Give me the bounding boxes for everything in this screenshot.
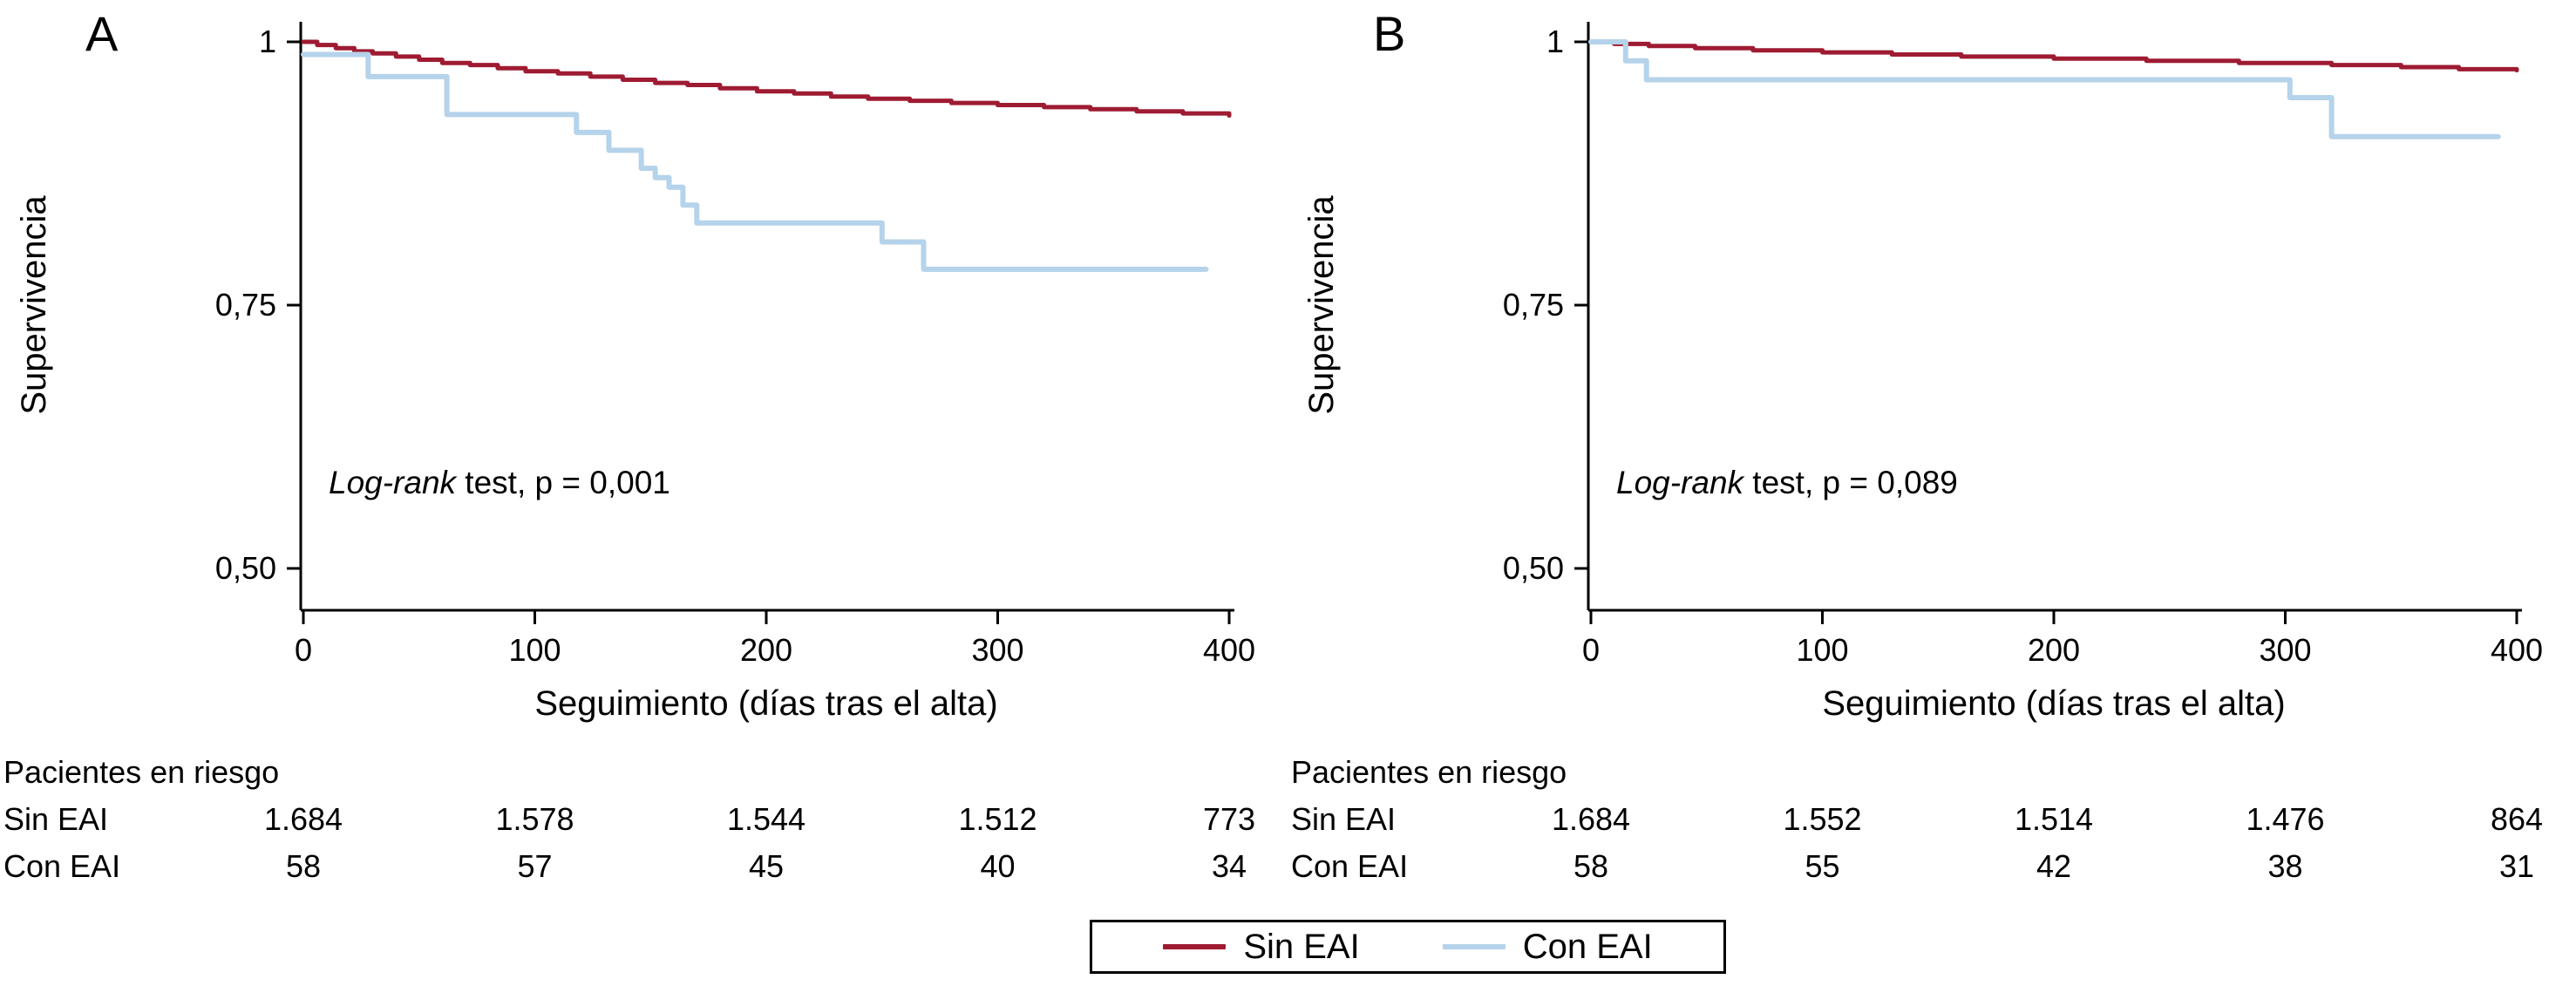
- risk-value: 1.552: [1783, 801, 1861, 837]
- x-tick-label: 100: [1796, 632, 1848, 668]
- risk-value: 1.684: [1552, 801, 1630, 837]
- risk-row-label-sin-eai: Sin EAI: [3, 801, 108, 837]
- survival-curve-sin-eai: [301, 39, 1232, 119]
- survival-curve-con-eai: [1588, 39, 2501, 139]
- risk-value: 864: [2491, 801, 2543, 837]
- x-axis-title: Seguimiento (días tras el alta): [534, 684, 997, 723]
- panel-a-chart: 1 0,75 0,50 0 100 200 300 400 Seguimiento (días …: [3, 6, 1255, 884]
- risk-value: 31: [2499, 848, 2534, 884]
- log-rank-annotation: Log-rank test, p = 0,089: [1616, 465, 1958, 500]
- y-tick-label: 1: [259, 24, 276, 59]
- panels-row: 1 0,75 0,50 0 100 200 300 400 Seguimiento (días …: [3, 6, 2543, 884]
- x-tick-label: 100: [508, 632, 561, 668]
- risk-value: 1.512: [958, 801, 1037, 837]
- survival-curve-sin-eai: [1588, 39, 2519, 73]
- legend-label-con-eai: Con EAI: [1522, 928, 1653, 966]
- y-tick-label: 0,50: [215, 550, 276, 586]
- risk-value: 42: [2036, 848, 2071, 884]
- legend-item-sin-eai: Sin EAI: [1163, 928, 1360, 966]
- x-tick-label: 400: [1203, 632, 1255, 668]
- risk-value: 1.514: [2015, 801, 2093, 837]
- x-tick-label: 300: [2259, 632, 2311, 668]
- risk-table-title: Pacientes en riesgo: [1291, 754, 1567, 790]
- risk-value: 45: [749, 848, 784, 884]
- panel-label: A: [85, 6, 119, 61]
- risk-value: 1.476: [2246, 801, 2324, 837]
- sin-eai-line-icon: [1163, 944, 1227, 949]
- y-axis-title: Supervivencia: [1302, 195, 1341, 415]
- x-tick-label: 0: [1582, 632, 1600, 668]
- risk-value: 1.578: [495, 801, 574, 837]
- risk-row-label-con-eai: Con EAI: [1291, 848, 1408, 884]
- risk-value: 40: [980, 848, 1015, 884]
- y-tick-label: 0,50: [1503, 550, 1564, 586]
- x-tick-label: 0: [295, 632, 312, 668]
- risk-value: 1.544: [727, 801, 805, 837]
- legend-label-sin-eai: Sin EAI: [1243, 928, 1360, 966]
- log-rank-annotation: Log-rank test, p = 0,001: [329, 465, 670, 500]
- panel-label: B: [1373, 6, 1405, 61]
- risk-value: 55: [1805, 848, 1839, 884]
- legend-item-con-eai: Con EAI: [1442, 928, 1653, 966]
- x-tick-label: 300: [971, 632, 1023, 668]
- survival-curve-con-eai: [301, 51, 1209, 272]
- y-axis-title: Supervivencia: [15, 195, 53, 415]
- y-tick-label: 0,75: [215, 287, 276, 323]
- x-tick-label: 200: [740, 632, 792, 668]
- y-tick-label: 1: [1546, 24, 1564, 59]
- risk-value: 58: [286, 848, 321, 884]
- risk-value: 58: [1573, 848, 1608, 884]
- x-tick-label: 200: [2028, 632, 2080, 668]
- y-tick-label: 0,75: [1503, 287, 1564, 323]
- risk-row-label-con-eai: Con EAI: [3, 848, 120, 884]
- x-axis-title: Seguimiento (días tras el alta): [1822, 684, 2285, 723]
- risk-value: 1.684: [264, 801, 343, 837]
- risk-value: 773: [1203, 801, 1255, 837]
- risk-value: 38: [2267, 848, 2302, 884]
- risk-value: 57: [517, 848, 552, 884]
- con-eai-line-icon: [1442, 944, 1505, 949]
- risk-row-label-sin-eai: Sin EAI: [1291, 801, 1396, 837]
- panel-b-chart: 1 0,75 0,50 0 100 200 300 400 Seguimiento (días …: [1291, 6, 2543, 884]
- risk-table-title: Pacientes en riesgo: [3, 754, 279, 790]
- legend-box: Sin EAI Con EAI: [1090, 920, 1726, 974]
- x-tick-label: 400: [2491, 632, 2543, 668]
- risk-value: 34: [1212, 848, 1247, 884]
